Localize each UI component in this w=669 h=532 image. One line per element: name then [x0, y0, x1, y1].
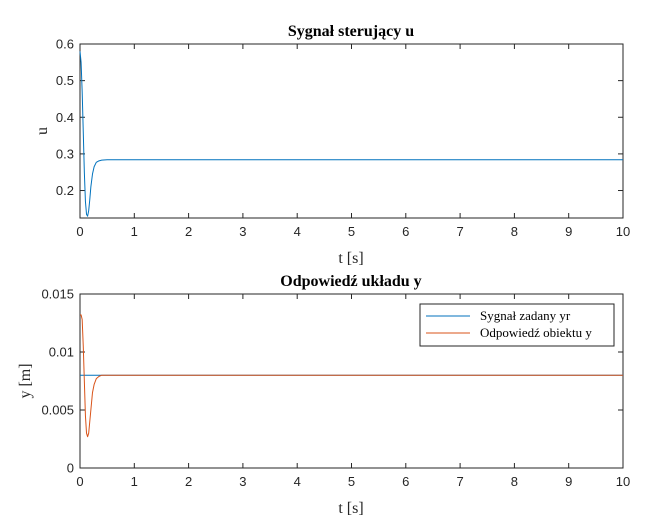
legend-label-response: Odpowiedź obiektu y [480, 325, 592, 340]
x-tick-label: 0 [76, 474, 83, 489]
x-axis-label: t [s] [338, 500, 363, 517]
x-tick-label: 5 [348, 224, 355, 239]
x-tick-label: 6 [402, 474, 409, 489]
x-axis-label: t [s] [338, 250, 363, 267]
y-tick-label: 0.6 [56, 37, 74, 52]
chart-title: Sygnał sterujący u [288, 23, 414, 40]
x-tick-label: 7 [456, 474, 463, 489]
x-tick-label: 1 [131, 224, 138, 239]
series-group [79, 51, 623, 217]
x-tick-label: 3 [239, 474, 246, 489]
x-tick-label: 6 [402, 224, 409, 239]
legend-box [419, 303, 615, 347]
series-line-0 [79, 51, 623, 217]
series-line-1 [80, 314, 623, 438]
plot-area [79, 43, 624, 219]
legend: Sygnał zadany yr Odpowiedź obiektu y [419, 303, 615, 347]
y-tick-label: 0.5 [56, 73, 74, 88]
x-tick-label: 8 [511, 474, 518, 489]
x-tick-label: 9 [565, 224, 572, 239]
x-tick-label: 0 [76, 224, 83, 239]
x-tick-label: 2 [185, 224, 192, 239]
x-tick-label: 5 [348, 474, 355, 489]
y-tick-label: 0.4 [56, 110, 74, 125]
y-tick-label: 0.2 [56, 183, 74, 198]
x-ticks: 0 1 2 3 4 5 6 7 8 9 10 [76, 44, 630, 239]
y-tick-label: 0.3 [56, 146, 74, 161]
legend-label-setpoint: Sygnał zadany yr [480, 308, 571, 323]
series-group [80, 314, 623, 438]
system-response-plot: Odpowiedź układu y t [s] y [m] 0 1 2 3 4 5 6 7 8… [17, 273, 630, 517]
x-ticks: 0 1 2 3 4 5 6 7 8 9 10 [76, 294, 630, 489]
x-tick-label: 1 [131, 474, 138, 489]
y-ticks: 0.2 0.3 0.4 0.5 0.6 [56, 37, 623, 198]
x-tick-label: 8 [511, 224, 518, 239]
y-tick-label: 0.01 [49, 345, 74, 360]
x-tick-label: 4 [294, 474, 301, 489]
y-tick-label: 0 [67, 461, 74, 476]
x-tick-label: 4 [294, 224, 301, 239]
x-tick-label: 9 [565, 474, 572, 489]
y-tick-label: 0.005 [41, 403, 74, 418]
y-tick-label: 0.015 [41, 287, 74, 302]
y-ticks: 0 0.005 0.01 0.015 [41, 287, 623, 476]
x-tick-label: 2 [185, 474, 192, 489]
chart-title: Odpowiedź układu y [280, 273, 421, 290]
x-tick-label: 10 [616, 474, 630, 489]
y-axis-label: y [m] [17, 363, 34, 398]
x-tick-label: 7 [456, 224, 463, 239]
control-signal-plot: Sygnał sterujący u t [s] u 0 1 2 3 4 5 6 7 8 9 10 … [34, 23, 630, 267]
x-tick-label: 10 [616, 224, 630, 239]
x-tick-label: 3 [239, 224, 246, 239]
y-axis-label: u [34, 127, 51, 135]
